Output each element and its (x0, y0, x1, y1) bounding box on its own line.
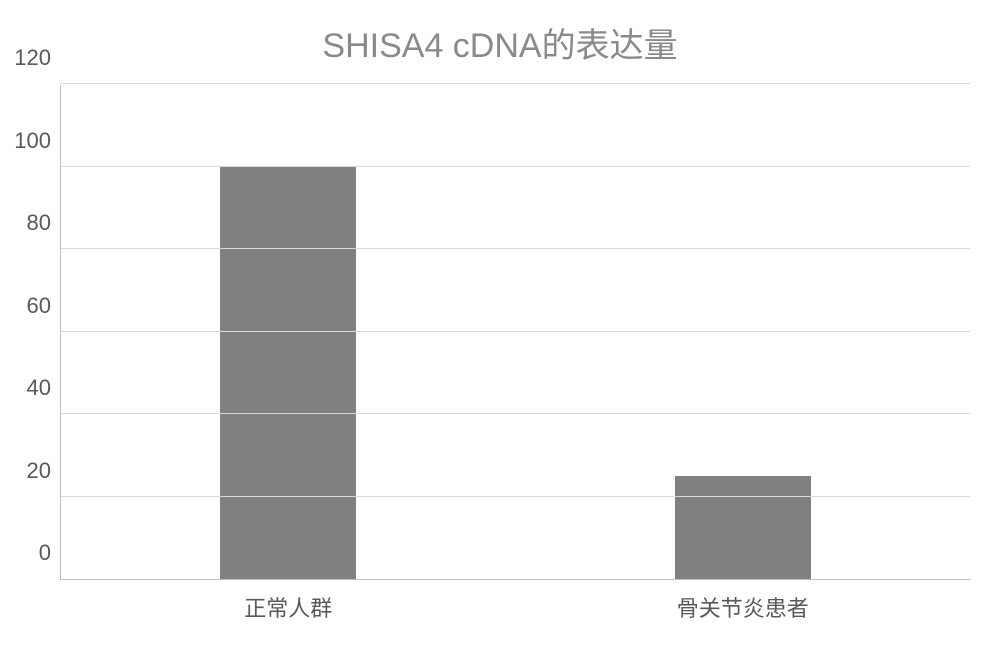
gridline (61, 331, 970, 332)
bars-row: 正常人群骨关节炎患者 (61, 85, 970, 579)
bar-slot: 正常人群 (61, 85, 516, 579)
plot-area: 正常人群骨关节炎患者 020406080100120 (60, 85, 970, 580)
gridline (61, 248, 970, 249)
gridline (61, 166, 970, 167)
chart-title: SHISA4 cDNA的表达量 (0, 18, 1000, 67)
y-tick-label: 0 (39, 540, 61, 566)
y-tick-label: 60 (27, 293, 61, 319)
y-tick-label: 20 (27, 458, 61, 484)
bar (675, 476, 811, 579)
gridline (61, 496, 970, 497)
y-tick-label: 100 (14, 128, 61, 154)
chart-container: SHISA4 cDNA的表达量 正常人群骨关节炎患者 0204060801001… (0, 0, 1000, 653)
y-tick-label: 40 (27, 375, 61, 401)
gridline (61, 413, 970, 414)
x-tick-label: 骨关节炎患者 (677, 579, 809, 623)
bar-slot: 骨关节炎患者 (516, 85, 971, 579)
x-tick-label: 正常人群 (244, 579, 332, 623)
gridline (61, 83, 970, 84)
bar (220, 167, 356, 580)
y-tick-label: 120 (14, 45, 61, 71)
y-tick-label: 80 (27, 210, 61, 236)
